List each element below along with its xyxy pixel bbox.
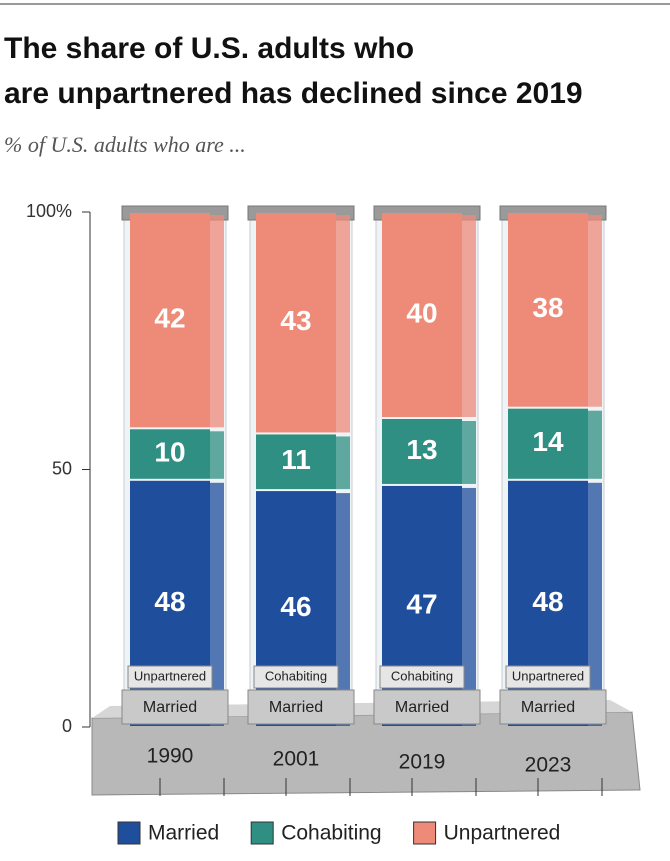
legend-swatch <box>117 821 141 845</box>
y-tick-label: 0 <box>62 716 72 736</box>
legend-swatch <box>250 821 274 845</box>
x-tick-label: 2023 <box>525 754 572 777</box>
data-label: 38 <box>532 292 563 323</box>
pedestal-tag <box>379 665 465 689</box>
pedestal-label: Unpartnered <box>134 668 206 683</box>
legend-swatch <box>413 821 437 845</box>
bar-side <box>210 431 224 479</box>
data-label: 40 <box>406 297 437 328</box>
data-label: 48 <box>154 586 185 617</box>
bar-segment <box>130 213 210 428</box>
legend-label: Married <box>148 822 219 845</box>
bar-segment <box>382 419 462 484</box>
chart-subtitle: % of U.S. adults who are ... <box>4 132 246 157</box>
bar-side <box>336 215 350 433</box>
bar-segment <box>256 434 336 490</box>
bar-side <box>462 215 476 417</box>
x-tick-label: 2001 <box>273 748 320 771</box>
data-label: 10 <box>154 436 185 467</box>
bar-side <box>336 436 350 490</box>
bar-side <box>210 215 224 428</box>
bar-side <box>588 482 602 726</box>
bar-side <box>462 487 476 726</box>
bar-segment <box>508 408 588 479</box>
bar-side <box>462 421 476 484</box>
bar-segment <box>508 213 588 407</box>
y-tick-label: 50 <box>52 458 72 478</box>
pedestal <box>247 689 355 725</box>
chart-title: The share of U.S. adults who are unpartne… <box>4 32 583 110</box>
data-label: 11 <box>281 444 311 475</box>
pedestal <box>499 689 607 725</box>
pedestal-label: Cohabiting <box>391 668 453 683</box>
pedestal-label: Married <box>143 699 197 716</box>
pedestal-tag <box>505 665 591 689</box>
pedestal-label: Married <box>521 699 575 716</box>
data-label: 14 <box>532 426 564 457</box>
pedestal <box>373 689 481 725</box>
pedestal-label: Married <box>395 699 449 716</box>
pedestal <box>121 689 229 725</box>
x-tick-label: 1990 <box>147 745 194 768</box>
pedestal-tag <box>253 665 339 689</box>
legend-label: Cohabiting <box>281 822 381 845</box>
data-label: 13 <box>406 434 437 465</box>
bar-segment <box>130 429 210 479</box>
bar-segment <box>256 213 336 433</box>
pedestal-label: Married <box>269 699 323 716</box>
data-label: 46 <box>280 591 311 622</box>
bar-side <box>588 215 602 407</box>
data-label: 47 <box>406 588 437 619</box>
y-tick-label: 100% <box>26 201 72 221</box>
bar-side <box>588 410 602 479</box>
pedestal-label: Unpartnered <box>512 668 584 683</box>
bar-side <box>210 482 224 726</box>
data-label: 42 <box>154 303 185 334</box>
data-label: 43 <box>280 305 311 336</box>
data-label: 48 <box>532 586 563 617</box>
pedestal-label: Cohabiting <box>265 668 327 683</box>
bar-segment <box>382 213 462 417</box>
pedestal-tag <box>127 665 213 689</box>
legend-label: Unpartnered <box>444 822 561 845</box>
bar-side <box>336 493 350 726</box>
x-tick-label: 2019 <box>399 751 446 774</box>
